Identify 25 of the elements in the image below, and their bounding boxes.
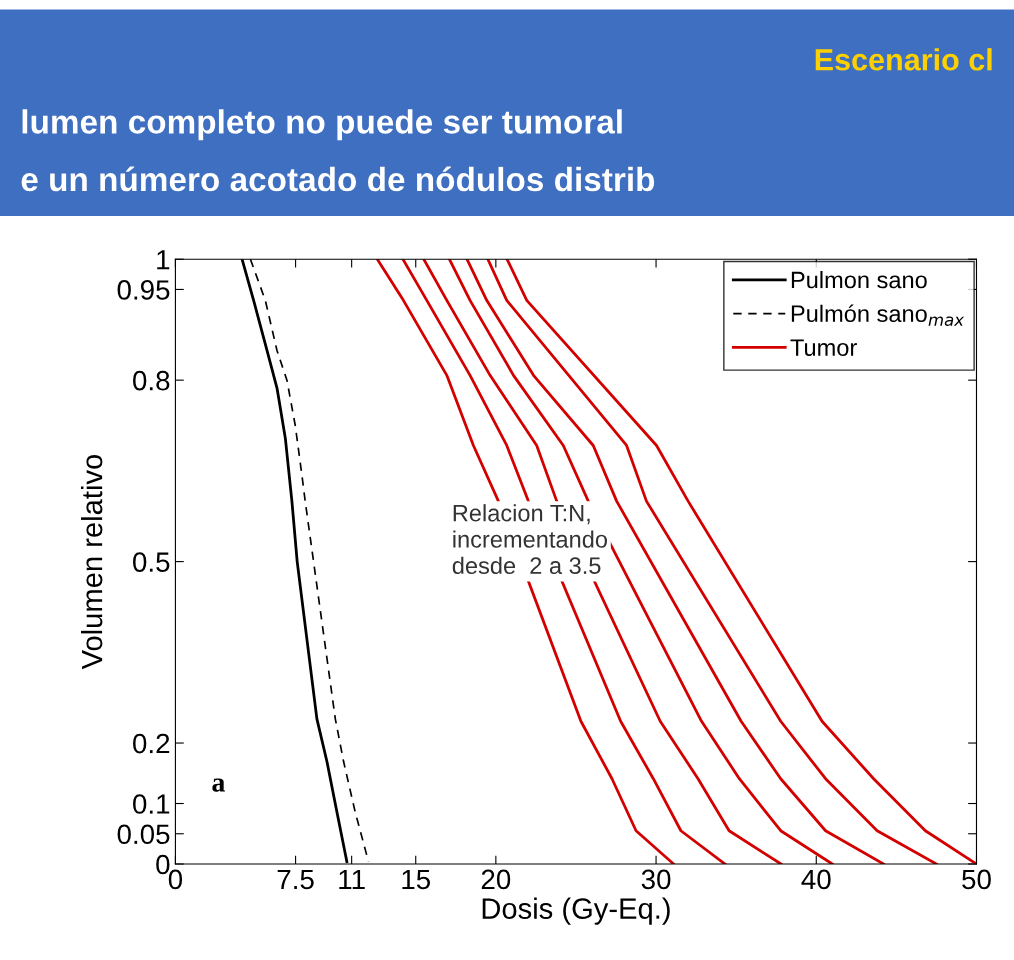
x-tick-label: 20: [481, 869, 511, 890]
y-tick-label: 0.95: [117, 280, 170, 300]
x-tick-label: 15: [402, 869, 431, 890]
x-tick-label: 11: [339, 869, 365, 889]
x-axis-title: Dosis (Gy-Eq.): [482, 897, 670, 925]
y-axis-title: Volumen relativo: [80, 455, 103, 670]
x-tick-label: 7.5: [277, 869, 314, 890]
x-tick-label: 40: [801, 869, 831, 890]
x-tick-label: 50: [962, 869, 991, 890]
legend-label: Pulmón sano$_{max}$: [791, 304, 965, 326]
y-tick-label: 0.05: [117, 824, 170, 845]
legend-label: Tumor: [790, 339, 857, 356]
text: lumen completo no puede ser tumoral: [22, 109, 622, 141]
annotation: a: [212, 778, 225, 792]
y-tick-label: 0.8: [133, 370, 170, 391]
y-tick-label: 0.2: [133, 733, 170, 754]
y-tick-label: 0: [156, 854, 170, 875]
text: Escenario cl: [815, 48, 992, 71]
x-tick-label: 30: [641, 869, 671, 890]
y-tick-label: 1: [157, 250, 170, 270]
legend-label: Pulmon sano: [791, 271, 927, 289]
text: e un número acotado de nódulos distrib: [21, 166, 655, 192]
y-tick-label: 0.1: [133, 794, 170, 814]
y-tick-label: 0.5: [133, 552, 170, 572]
annotation: Relacion T:N, incrementando desde 2 a 3.5: [452, 504, 607, 575]
